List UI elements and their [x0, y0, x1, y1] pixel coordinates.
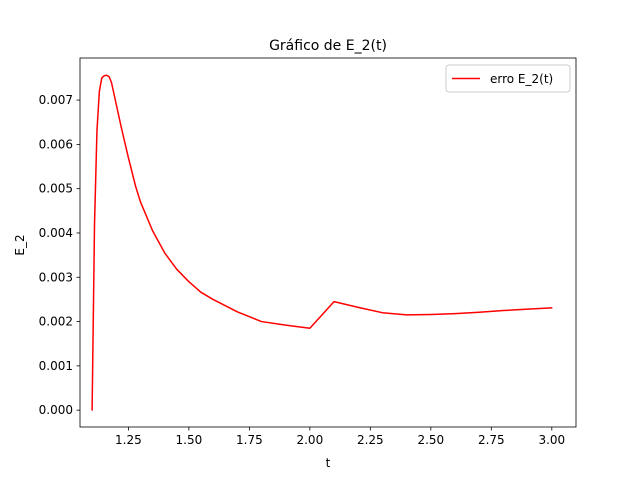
plot-layer: [91, 74, 553, 411]
series-line-0: [91, 74, 553, 411]
x-tick-label: 2.75: [478, 433, 505, 447]
legend-label: erro E_2(t): [490, 72, 553, 86]
x-tick-label: 3.00: [538, 433, 565, 447]
x-tick-label: 1.25: [115, 433, 142, 447]
axes-layer: 1.25 1.50 1.75 2.00 2.25 2.50 2.75 3.00 0.000 0.0…: [39, 57, 577, 447]
legend-box: [445, 64, 571, 93]
x-tick-label: 2.50: [417, 433, 444, 447]
chart-title: Gráfico de E_2(t): [269, 38, 387, 54]
y-tick-label: 0.004: [39, 226, 73, 240]
axes-frame: [79, 57, 577, 428]
x-axis-label: t: [326, 456, 331, 470]
x-tick-label: 1.50: [176, 433, 203, 447]
legend: erro E_2(t): [445, 64, 571, 93]
y-tick-label: 0.003: [39, 270, 73, 284]
x-tick-label: 2.25: [357, 433, 384, 447]
x-tick-label: 1.75: [236, 433, 263, 447]
y-tick-label: 0.002: [39, 315, 73, 329]
x-tick-label: 2.00: [296, 433, 323, 447]
y-tick-label: 0.005: [39, 182, 73, 196]
y-axis-label: E_2: [13, 234, 27, 255]
y-tick-label: 0.006: [39, 137, 73, 151]
y-tick-label: 0.007: [39, 93, 73, 107]
y-tick-label: 0.001: [39, 359, 73, 373]
y-tick-label: 0.000: [39, 403, 73, 417]
